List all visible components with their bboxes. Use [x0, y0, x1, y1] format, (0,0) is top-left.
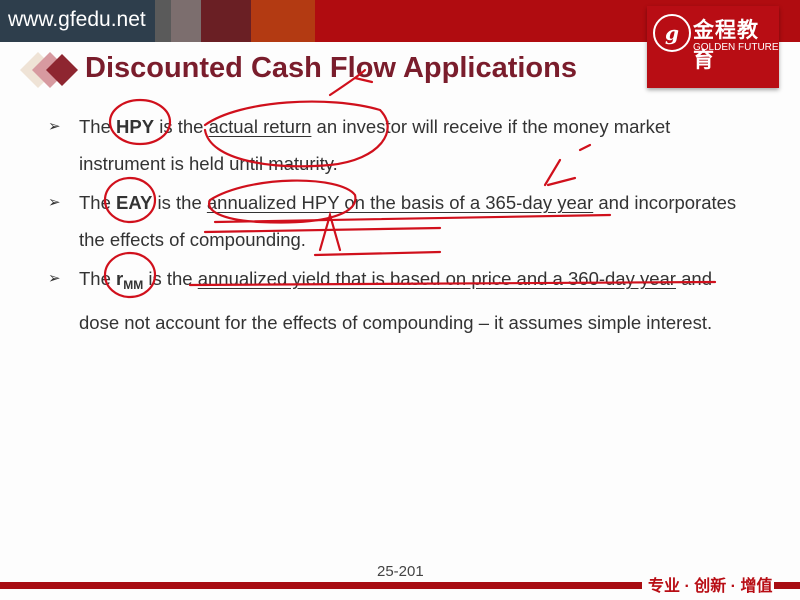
bullet-hpy: ➢ The HPY is the actual return an invest…: [48, 108, 748, 182]
text: and incorporates the effects of compound…: [79, 192, 737, 250]
arrow-bullet-icon: ➢: [48, 194, 61, 211]
slide-title: Discounted Cash Flow Applications: [85, 52, 577, 84]
text: The: [79, 116, 117, 137]
footer-line: [774, 582, 800, 589]
footer-slogan: 专业 · 创新 · 增值: [648, 578, 773, 595]
text: The: [79, 192, 117, 213]
logo-chinese: 金程教育: [693, 19, 759, 72]
arrow-bullet-icon: ➢: [48, 118, 61, 135]
bullet-rmm: ➢ The rMM is the annualized yield that i…: [48, 260, 748, 341]
term-eay: EAY: [116, 192, 153, 213]
bar-segment: [155, 0, 171, 42]
bullet-list: ➢ The HPY is the actual return an invest…: [48, 108, 748, 343]
underlined-text: annualized yield that is based on price …: [197, 268, 676, 289]
bar-segment: [0, 0, 155, 42]
underlined-text: annualized HPY on the basis of a 365-day…: [206, 192, 594, 213]
footer-line: [0, 582, 642, 589]
underlined-text: actual return: [208, 116, 312, 137]
logo-emblem-icon: g: [653, 14, 691, 52]
term-subscript: MM: [123, 278, 144, 292]
text: is the: [152, 192, 207, 213]
bar-segment: [201, 0, 251, 42]
text: is the: [154, 116, 209, 137]
site-url: www.gfedu.net: [8, 8, 146, 31]
bar-segment: [251, 0, 315, 42]
text: The: [79, 268, 117, 289]
arrow-bullet-icon: ➢: [48, 270, 61, 287]
bullet-eay: ➢ The EAY is the annualized HPY on the b…: [48, 184, 748, 258]
page-number: 25-201: [377, 563, 424, 580]
logo-english: GOLDEN FUTURE: [693, 42, 779, 53]
term-hpy: HPY: [116, 116, 155, 137]
diamond-bullets-icon: [20, 52, 78, 88]
logo: g 金程教育 GOLDEN FUTURE: [647, 6, 779, 88]
bar-segment: [171, 0, 201, 42]
text: is the: [143, 268, 198, 289]
